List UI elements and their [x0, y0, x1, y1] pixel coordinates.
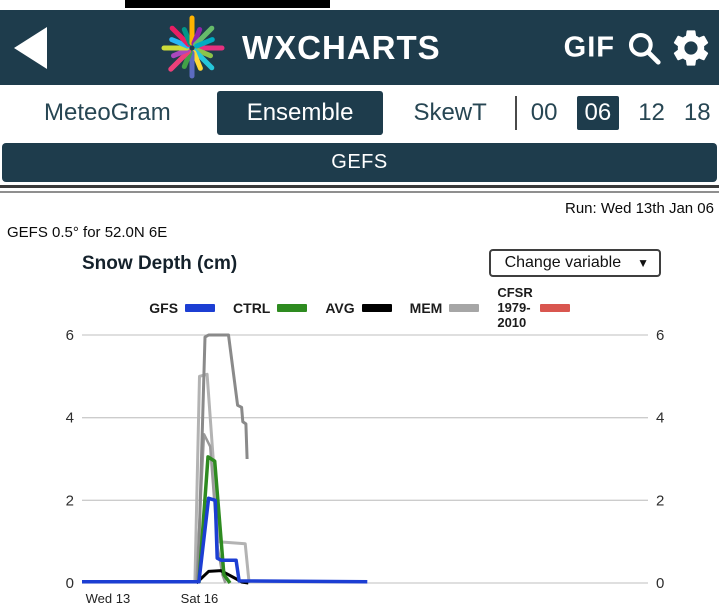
y-tick-left-2: 2 — [66, 492, 74, 509]
legend-item-mem: MEM — [410, 300, 480, 316]
gear-icon[interactable] — [669, 26, 713, 70]
app-title: WXCHARTS — [242, 28, 441, 66]
x-tick-sat-16: Sat 16 — [181, 591, 219, 606]
top-black-bar — [125, 0, 330, 8]
legend-swatch-mem — [449, 304, 480, 313]
change-variable-label: Change variable — [504, 254, 622, 271]
divider-thin — [0, 191, 719, 193]
hour-06[interactable]: 06 — [576, 95, 620, 130]
hour-00[interactable]: 00 — [530, 98, 558, 126]
legend-swatch-cfsr — [539, 304, 570, 313]
y-tick-right-6: 6 — [656, 327, 664, 344]
legend-label-ctrl: CTRL — [233, 300, 271, 317]
search-icon[interactable] — [625, 29, 663, 67]
y-tick-right-2: 2 — [656, 492, 664, 509]
back-button[interactable] — [14, 27, 47, 69]
tab-skewt[interactable]: SkewT — [413, 98, 487, 126]
chart-series-ctrl — [197, 455, 232, 585]
chart-legend: GFS CTRL AVG MEM CFSR 1979- 2010 — [0, 285, 719, 331]
legend-label-cfsr: CFSR 1979- 2010 — [497, 285, 533, 330]
legend-swatch-ctrl — [277, 304, 308, 313]
y-tick-right-4: 4 — [656, 410, 664, 427]
change-variable-dropdown[interactable]: Change variable ▼ — [488, 249, 661, 277]
hour-18[interactable]: 18 — [683, 98, 711, 126]
legend-label-gfs: GFS — [149, 300, 179, 317]
y-tick-left-6: 6 — [66, 327, 74, 344]
view-tabbar: MeteoGram Ensemble SkewT 00 06 12 18 — [0, 85, 719, 140]
legend-item-cfsr: CFSR 1979- 2010 — [497, 285, 570, 331]
tab-meteogram[interactable]: MeteoGram — [44, 98, 171, 126]
run-info-text: Run: Wed 13th Jan 06 — [565, 200, 714, 217]
legend-label-avg: AVG — [325, 300, 355, 317]
x-tick-wed-13: Wed 13 — [86, 591, 131, 606]
tabbar-divider — [514, 95, 517, 130]
chart-series-gfs — [82, 496, 368, 584]
chevron-down-icon: ▼ — [637, 256, 649, 270]
hour-12[interactable]: 12 — [638, 98, 665, 126]
legend-label-mem: MEM — [409, 300, 443, 317]
tab-ensemble[interactable]: Ensemble — [216, 90, 384, 135]
y-tick-right-0: 0 — [656, 575, 664, 592]
legend-item-avg: AVG — [325, 300, 392, 317]
top-strip — [0, 0, 719, 10]
model-selector-gefs[interactable]: GEFS — [2, 143, 717, 182]
ensemble-snow-depth-chart: 0 0 2 2 4 4 6 6 Wed 13 Sat 16 — [66, 327, 665, 606]
gif-button[interactable]: GIF — [563, 31, 615, 63]
legend-swatch-gfs — [185, 304, 216, 313]
location-info-text: GEFS 0.5° for 52.0N 6E — [7, 224, 168, 241]
legend-item-ctrl: CTRL — [233, 300, 308, 317]
chart-series-mem-3 — [196, 333, 249, 584]
app-header: WXCHARTS GIF — [0, 10, 719, 85]
divider-thick — [0, 185, 719, 188]
run-hour-selector: 00 06 12 18 — [530, 95, 711, 130]
chart-title: Snow Depth (cm) — [82, 253, 238, 274]
legend-item-gfs: GFS — [149, 300, 216, 317]
y-tick-left-0: 0 — [66, 575, 74, 592]
wxcharts-logo-icon — [161, 15, 225, 79]
y-tick-left-4: 4 — [66, 410, 74, 427]
legend-swatch-avg — [361, 304, 392, 313]
